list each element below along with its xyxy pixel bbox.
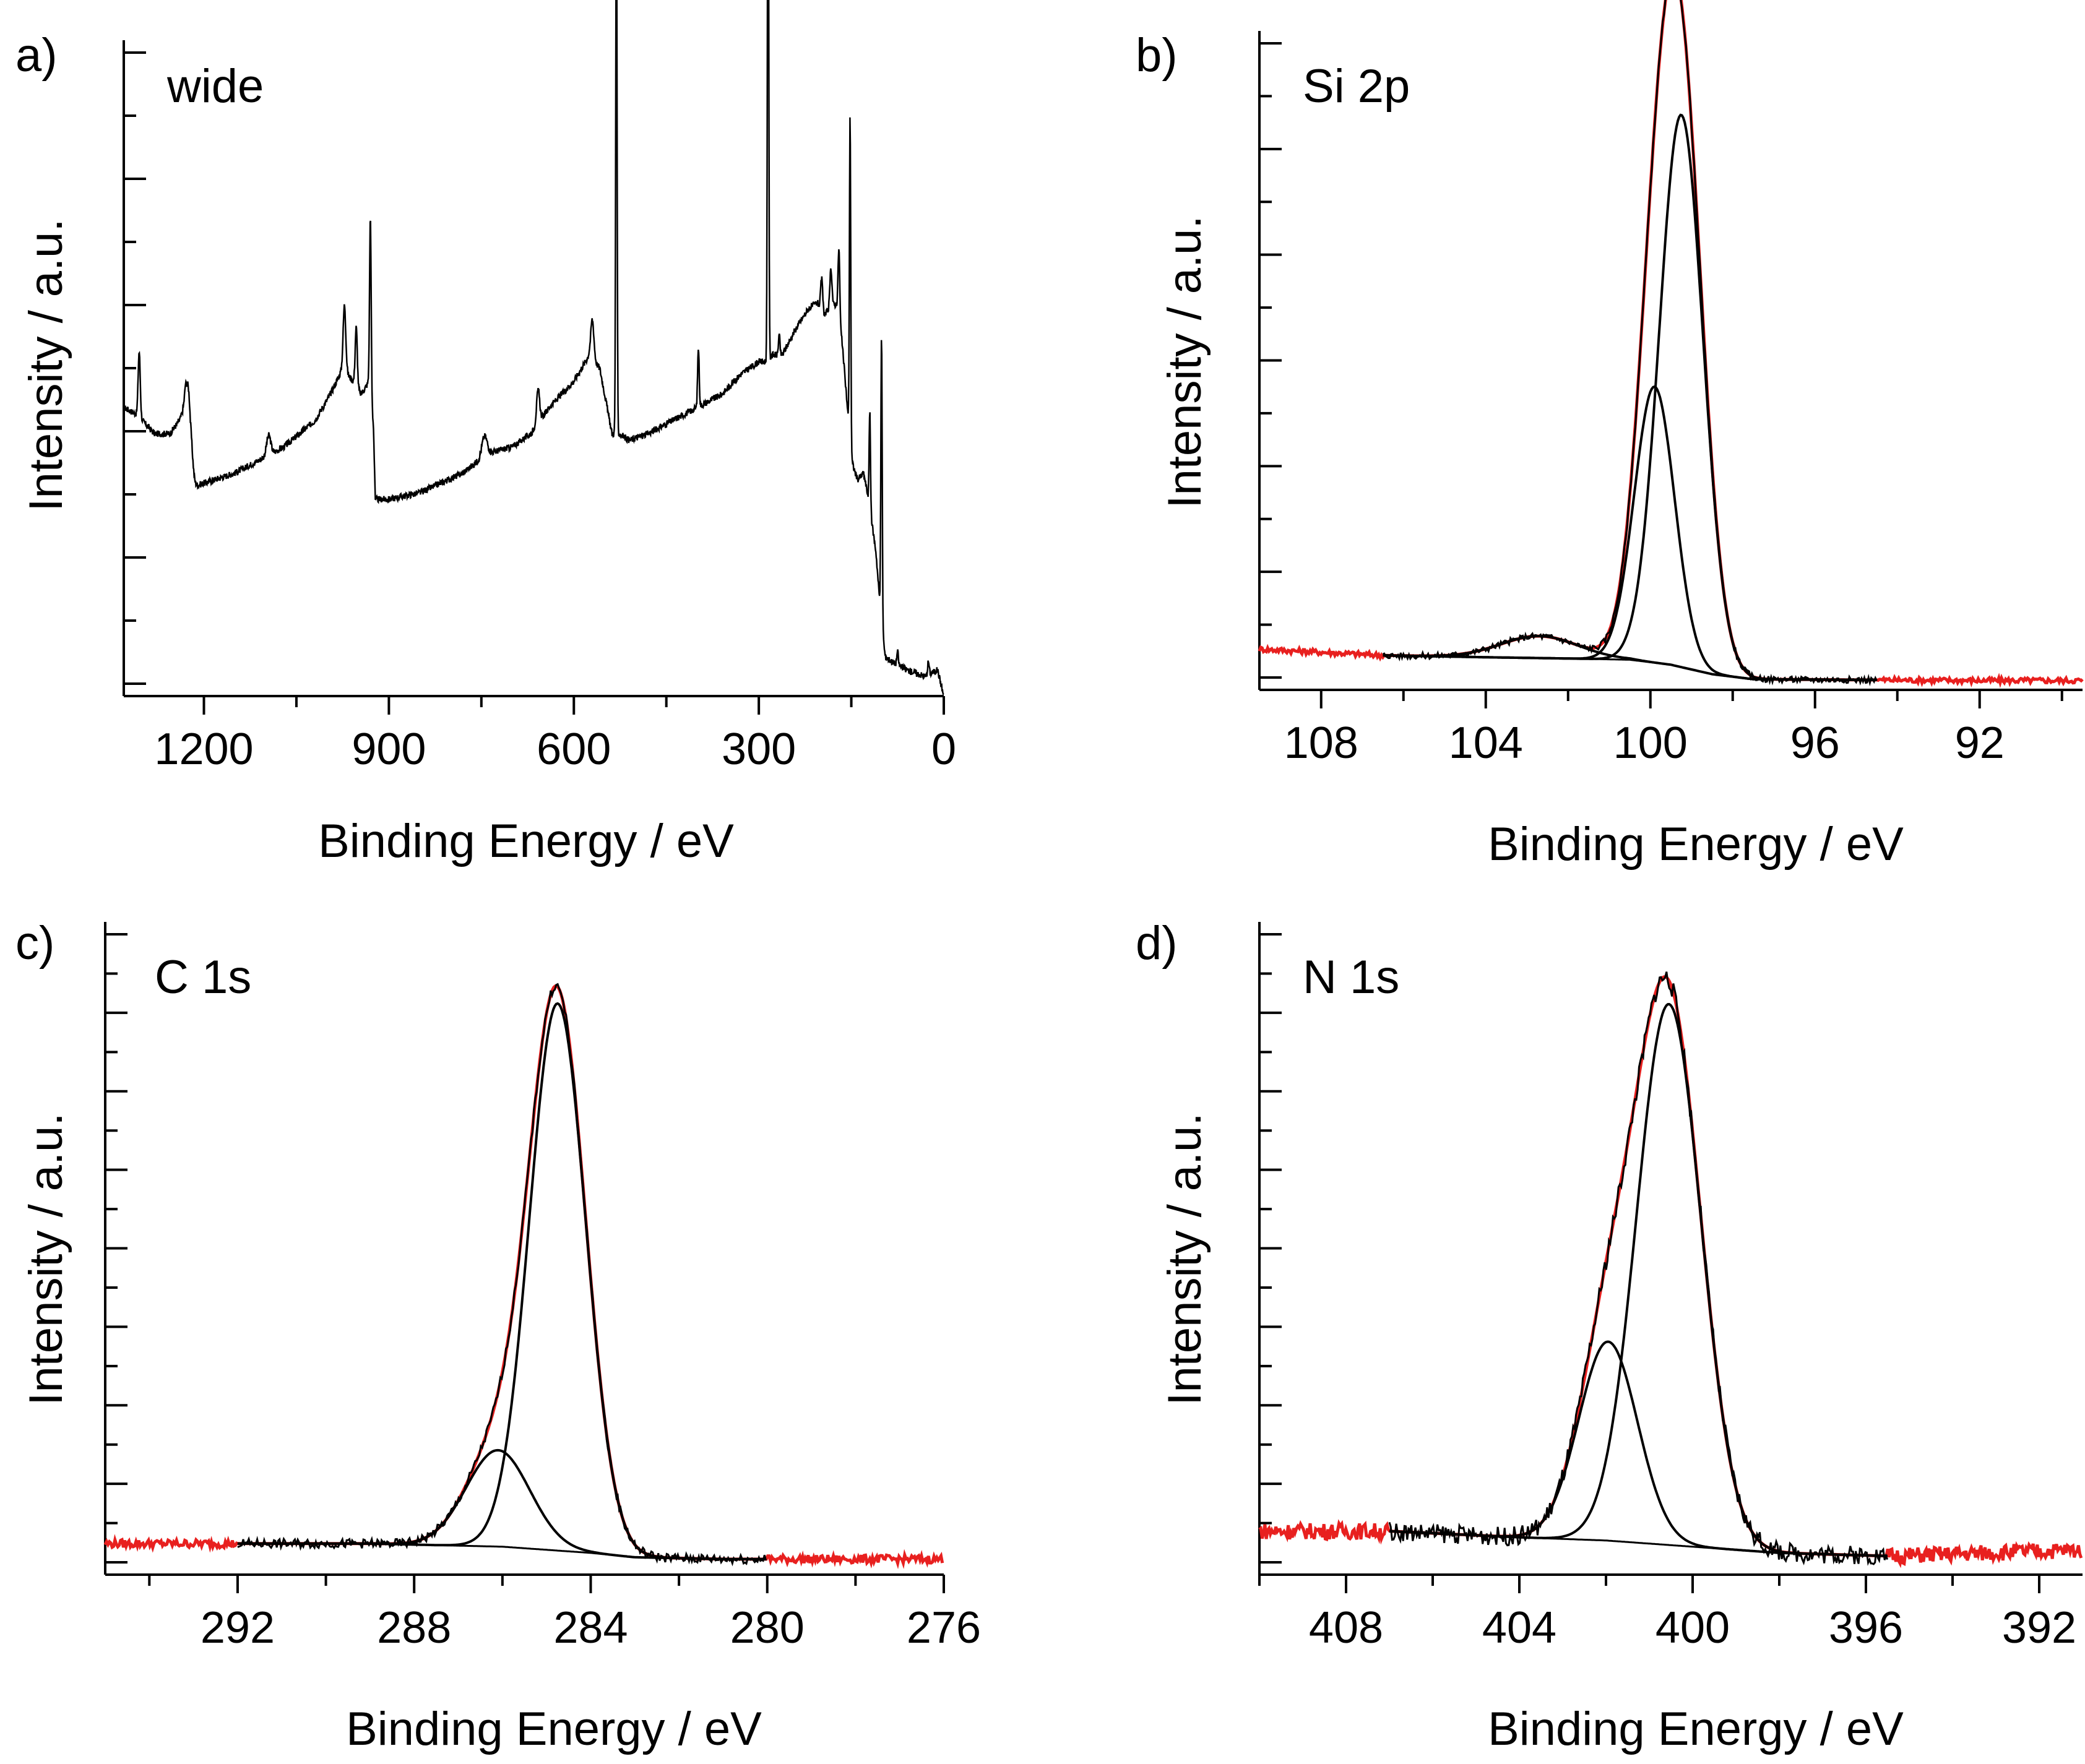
x-tick-label: 900 — [352, 725, 426, 774]
panel-a-wide: 1200 900 600 300 0 a) wide Intensity / a.u. … — [15, 0, 956, 867]
x-tick-label: 280 — [730, 1603, 805, 1653]
panel-label: a) — [15, 29, 58, 82]
spectrum-line — [123, 0, 944, 696]
panel-c-c1s: 292 288 284 280 276 c) C 1s Intensity / a.u.… — [15, 917, 981, 1755]
x-tick-label: 108 — [1284, 718, 1358, 768]
raw-data-line — [1382, 0, 1878, 687]
component-peak-1 — [237, 1002, 766, 1560]
x-tick-label: 100 — [1613, 718, 1688, 768]
component-peak-1 — [1383, 113, 1877, 681]
x-tick-label: 404 — [1482, 1603, 1556, 1653]
panel-d-n1s: 408 404 400 396 392 d) N 1s Intensity / a.u.… — [1136, 917, 2083, 1755]
x-tick-label: 1200 — [154, 725, 253, 774]
y-axis-label: Intensity / a.u. — [20, 218, 72, 511]
x-axis-label: Binding Energy / eV — [1488, 818, 1904, 871]
x-tick-label: 276 — [907, 1603, 981, 1653]
raw-data-line — [1388, 971, 1889, 1566]
panel-title: wide — [166, 60, 264, 113]
raw-data-line — [237, 983, 767, 1567]
x-tick-label: 600 — [537, 725, 611, 774]
component-peak-2 — [1383, 385, 1877, 681]
x-tick-label: 408 — [1309, 1603, 1383, 1653]
panel-title: Si 2p — [1303, 60, 1410, 113]
x-axis-label: Binding Energy / eV — [318, 815, 734, 867]
x-tick-label: 104 — [1449, 718, 1523, 768]
x-tick-label: 96 — [1790, 718, 1840, 768]
panel-label: c) — [15, 917, 54, 970]
panel-title: C 1s — [155, 951, 251, 1004]
y-axis-label: Intensity / a.u. — [20, 1112, 72, 1405]
x-tick-label: 300 — [722, 725, 796, 774]
x-tick-label: 292 — [201, 1603, 275, 1653]
x-tick-label: 392 — [2002, 1603, 2076, 1653]
panel-label: d) — [1136, 917, 1178, 970]
y-axis-label: Intensity / a.u. — [1159, 215, 1211, 508]
component-peak-2 — [1389, 1340, 1888, 1557]
fit-envelope-line — [1258, 975, 2083, 1568]
x-tick-label: 400 — [1655, 1603, 1730, 1653]
component-peak-3 — [1383, 635, 1877, 681]
panel-title: N 1s — [1303, 951, 1399, 1004]
panel-b-si2p: 108 104 100 96 92 b) Si 2p Intensity / a.u. … — [1136, 0, 2084, 871]
x-tick-label: 0 — [931, 725, 956, 774]
x-tick-label: 396 — [1829, 1603, 1903, 1653]
x-tick-label: 284 — [553, 1603, 628, 1653]
x-axis-label: Binding Energy / eV — [1488, 1703, 1904, 1755]
x-axis-label: Binding Energy / eV — [346, 1703, 762, 1755]
y-axis-label: Intensity / a.u. — [1159, 1112, 1211, 1405]
x-tick-label: 92 — [1955, 718, 2005, 768]
panel-label: b) — [1136, 29, 1178, 82]
x-tick-label: 288 — [377, 1603, 451, 1653]
component-peak-2 — [237, 1448, 766, 1560]
